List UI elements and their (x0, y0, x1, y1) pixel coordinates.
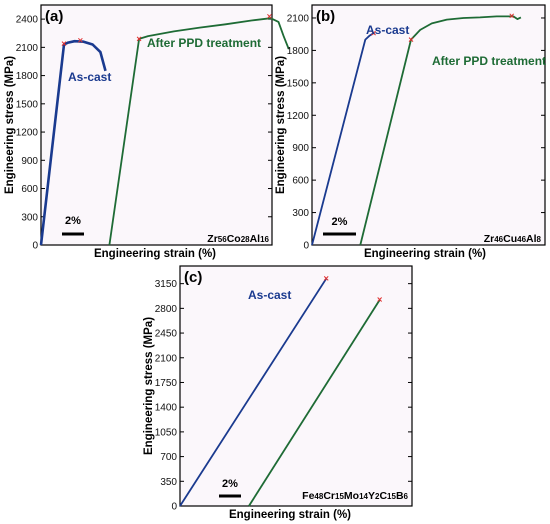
y-tick-label: 3150 (155, 279, 178, 290)
composition-element: Zr (484, 233, 495, 245)
y-tick-label: 700 (160, 452, 177, 463)
composition-element: Fe (302, 490, 314, 502)
plot-area (311, 4, 546, 246)
composition-subscript: 46 (517, 235, 526, 244)
composition-element: Zr (207, 233, 218, 245)
y-tick-label: 600 (21, 184, 38, 195)
series-label: As-cast (248, 288, 291, 302)
y-tick-label: 2100 (16, 43, 39, 54)
y-tick-label: 1800 (16, 71, 39, 82)
composition-label: Zr56Co28Al16 (207, 233, 269, 245)
y-axis-label: Engineering stress (MPa) (275, 56, 287, 194)
scale-bar-label: 2% (222, 478, 238, 490)
fracture-marker (267, 13, 272, 19)
series-label: After PPD treatment (432, 54, 546, 68)
composition-element: Co (227, 233, 241, 245)
fracture-marker (408, 37, 414, 42)
y-tick-label: 2100 (155, 353, 178, 364)
y-tick-label: 1200 (287, 111, 310, 122)
y-axis-label: Engineering stress (MPa) (143, 317, 155, 455)
y-tick-label: 900 (21, 156, 38, 167)
series-line-1 (248, 299, 381, 507)
y-tick-label: 1200 (16, 128, 39, 139)
fracture-marker (371, 30, 376, 36)
y-tick-label: 2450 (155, 329, 178, 340)
series-label: As-cast (68, 70, 111, 84)
fracture-marker (509, 13, 515, 19)
fracture-marker (78, 37, 83, 43)
composition-subscript: 28 (241, 235, 250, 244)
composition-element: Al (250, 233, 261, 245)
scale-bar-label: 2% (332, 216, 348, 228)
fracture-marker (323, 275, 329, 281)
y-tick-label: 1400 (155, 403, 178, 414)
series-line-1 (108, 17, 290, 246)
y-tick-label: 1500 (287, 78, 310, 89)
composition-element: Y (368, 490, 375, 502)
composition-subscript: 15 (387, 492, 396, 501)
composition-element: Mo (344, 490, 359, 502)
y-tick-label: 2100 (287, 13, 310, 24)
composition-label: Fe48Cr15Mo14Y2C15B6 (302, 490, 408, 502)
composition-element: Cu (503, 233, 517, 245)
y-tick-label: 900 (292, 143, 309, 154)
panel-label: (b) (316, 8, 335, 25)
y-tick-label: 1050 (155, 427, 178, 438)
panel-label: (a) (45, 8, 63, 25)
y-tick-label: 300 (21, 212, 38, 223)
y-tick-label: 350 (160, 477, 177, 488)
composition-element: B (396, 490, 404, 502)
y-tick-label: 300 (292, 208, 309, 219)
y-tick-label: 2400 (16, 15, 39, 26)
series-line-0 (179, 278, 327, 507)
composition-subscript: 8 (537, 235, 542, 244)
panel-0: 0 300 600 900 1200 1500 1800 2100 2400 As-cast Aft… (4, 4, 290, 260)
fracture-marker (377, 297, 383, 302)
composition-subscript: 2 (375, 492, 380, 501)
panel-label: (c) (184, 269, 202, 286)
y-axis-label: Engineering stress (MPa) (4, 56, 16, 194)
y-tick-label: 1800 (287, 46, 310, 57)
y-tick-label: 600 (292, 176, 309, 187)
plot-area (40, 4, 273, 246)
composition-subscript: 56 (218, 235, 227, 244)
y-tick-label: 1750 (155, 378, 178, 389)
composition-label: Zr46Cu46Al8 (484, 233, 542, 245)
y-tick-label: 0 (303, 241, 309, 252)
x-axis-label: Engineering strain (%) (364, 248, 486, 260)
composition-subscript: 15 (335, 492, 344, 501)
scale-bar-label: 2% (65, 215, 81, 227)
composition-subscript: 46 (494, 235, 503, 244)
series-label: After PPD treatment (147, 36, 261, 50)
panel-2: 0 350 700 1050 1400 1750 2100 2450 2800 3150 As-ca… (143, 265, 413, 521)
y-tick-label: 1500 (16, 99, 39, 110)
fracture-marker (136, 36, 142, 42)
y-tick-label: 0 (171, 502, 177, 513)
composition-element: Cr (323, 490, 335, 502)
x-axis-label: Engineering strain (%) (94, 248, 216, 260)
composition-subscript: 48 (314, 492, 323, 501)
y-tick-label: 2800 (155, 304, 178, 315)
composition-element: Al (526, 233, 537, 245)
composition-subscript: 6 (404, 492, 409, 501)
composition-subscript: 16 (260, 235, 269, 244)
plot-area (179, 265, 413, 507)
composition-subscript: 14 (359, 492, 368, 501)
series-line-1 (359, 15, 522, 246)
series-label: As-cast (366, 23, 409, 37)
panel-1: 0 300 600 900 1200 1500 1800 2100 As-cast After P… (275, 4, 546, 260)
fracture-marker (61, 41, 67, 46)
composition-element: C (379, 490, 387, 502)
x-axis-label: Engineering strain (%) (229, 509, 351, 521)
y-tick-label: 0 (32, 241, 38, 252)
